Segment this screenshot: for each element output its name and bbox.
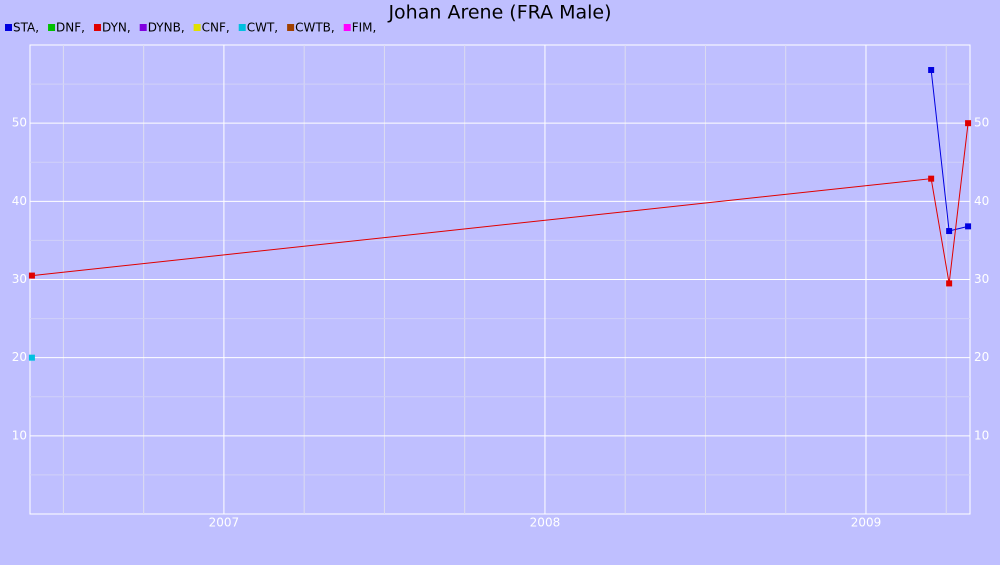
series-line	[930, 69, 969, 232]
x-tick-label: 2007	[209, 516, 240, 530]
y2-tick-label: 10	[974, 428, 989, 442]
point	[965, 223, 972, 230]
y-tick-label: 30	[12, 272, 27, 286]
legend-swatch	[5, 24, 12, 31]
point	[28, 272, 35, 279]
x-tick-label: 2008	[530, 516, 561, 530]
legend-label: FIM,	[352, 21, 377, 35]
point	[946, 228, 953, 235]
point	[946, 280, 953, 287]
y2-tick-label: 40	[974, 194, 989, 208]
legend-swatch	[287, 24, 295, 31]
x-tick-label: 2009	[851, 516, 882, 530]
point	[28, 354, 35, 361]
y-tick-label: 20	[12, 350, 27, 364]
legend-swatch	[343, 24, 351, 31]
legend-label: DYNB,	[148, 21, 185, 35]
point	[928, 67, 935, 74]
legend-swatch	[48, 24, 56, 31]
legend-label: CWTB,	[295, 21, 335, 35]
legend-label: STA,	[13, 21, 39, 35]
legend-swatch	[93, 24, 101, 31]
y2-tick-label: 20	[974, 350, 989, 364]
chart-title: Johan Arene (FRA Male)	[387, 2, 611, 24]
y-tick-label: 50	[12, 116, 27, 130]
point	[965, 120, 972, 127]
legend-swatch	[193, 24, 201, 31]
y2-tick-label: 30	[974, 272, 989, 286]
legend-label: CNF,	[202, 21, 230, 35]
series-line	[31, 123, 969, 284]
legend-swatch	[238, 24, 246, 31]
legend-label: DNF,	[56, 21, 85, 35]
legend-swatch	[139, 24, 147, 31]
y-tick-label: 40	[12, 194, 27, 208]
y2-tick-label: 50	[974, 116, 989, 130]
legend-label: DYN,	[102, 21, 131, 35]
y-tick-label: 10	[12, 428, 27, 442]
point	[928, 175, 935, 182]
legend-label: CWT,	[247, 21, 278, 35]
